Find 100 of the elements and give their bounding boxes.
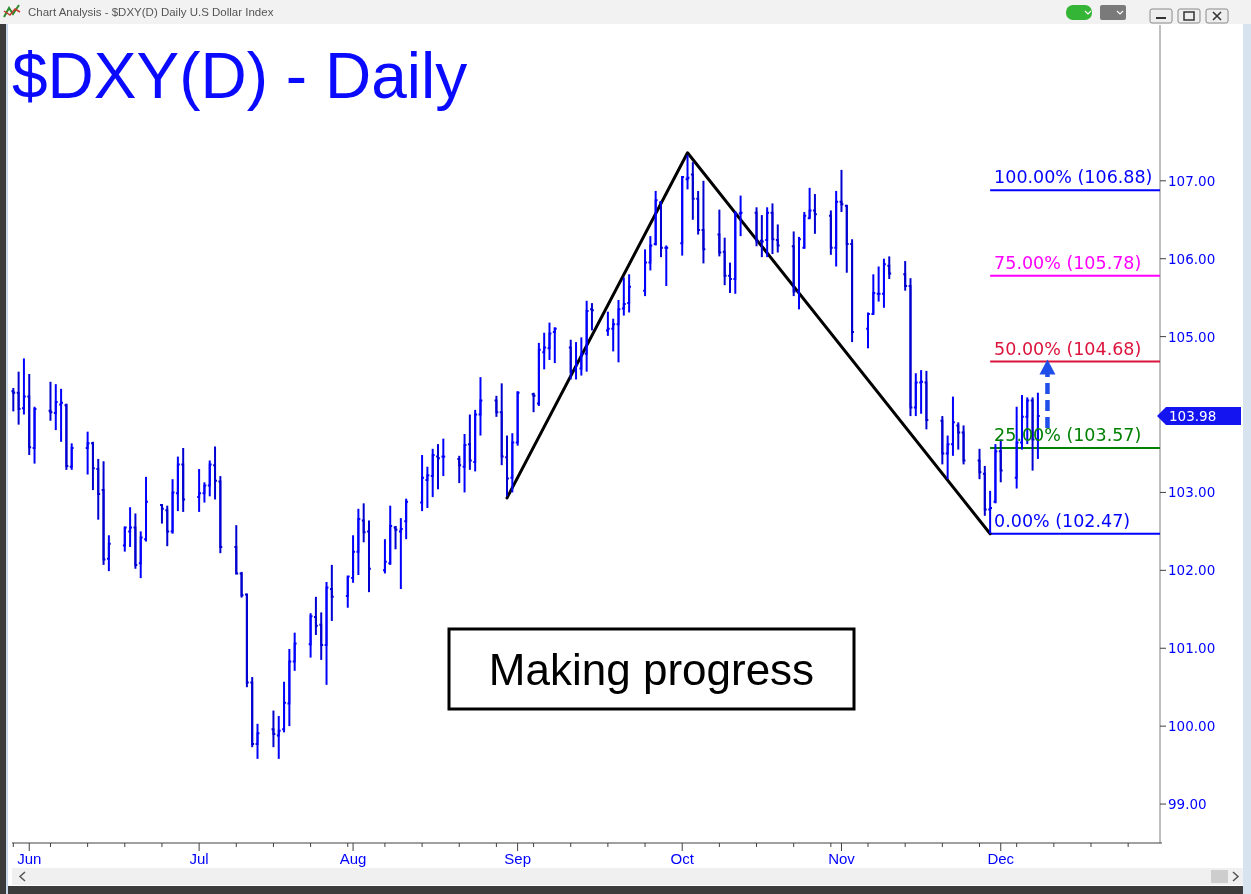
- candlestick: [700, 179, 707, 265]
- chart-title: $DXY(D) - Daily: [12, 40, 468, 112]
- candlestick: [774, 223, 781, 254]
- candlestick: [355, 507, 362, 577]
- candlestick: [912, 372, 919, 418]
- candlestick: [541, 331, 548, 371]
- candlestick: [233, 524, 240, 576]
- candlestick: [551, 326, 558, 365]
- y-tick-label: 100.00: [1168, 718, 1216, 735]
- y-tick-label: 103.00: [1168, 484, 1216, 501]
- candlestick: [716, 208, 723, 258]
- candlestick: [918, 369, 925, 415]
- candlestick: [976, 447, 983, 481]
- candlestick: [105, 534, 112, 573]
- candlestick: [397, 517, 404, 591]
- candlestick: [201, 481, 208, 504]
- candlestick: [291, 631, 298, 672]
- candlestick: [419, 454, 425, 513]
- candlestick: [801, 210, 808, 250]
- candlestick: [270, 709, 277, 749]
- chart-subtitle: Chart Analysis - $DXY(D) Daily U.S Dollar Index: [28, 6, 274, 18]
- candlestick: [981, 464, 988, 517]
- candlestick: [132, 512, 139, 570]
- y-tick-label: 99.00: [1168, 796, 1207, 813]
- candlestick: [604, 310, 611, 337]
- candlestick: [403, 497, 410, 541]
- candlestick: [68, 442, 75, 471]
- x-tick-label: Sep: [504, 850, 531, 867]
- candlestick: [164, 504, 171, 548]
- candlestick: [923, 369, 930, 431]
- candlestick: [169, 478, 176, 535]
- candlestick: [535, 341, 542, 407]
- ref-line-label: 100.00% (106.88): [994, 167, 1153, 188]
- candlestick: [955, 421, 962, 451]
- ref-line-label: 75.00% (105.78): [994, 252, 1142, 273]
- x-tick-label: Nov: [828, 850, 856, 867]
- candlestick: [477, 376, 484, 437]
- candlestick: [679, 175, 686, 257]
- candlestick: [573, 341, 579, 381]
- candlestick: [546, 321, 553, 361]
- candlestick: [732, 210, 739, 295]
- candlestick: [238, 570, 245, 599]
- candlestick: [812, 193, 818, 235]
- candlestick: [583, 299, 590, 373]
- candlestick: [429, 447, 436, 499]
- candlestick: [939, 415, 946, 466]
- candlestick: [52, 383, 59, 432]
- candlestick: [196, 468, 203, 513]
- candlestick: [642, 248, 648, 298]
- candlestick: [58, 387, 64, 443]
- x-tick-label: Oct: [670, 850, 695, 867]
- candlestick: [764, 206, 771, 259]
- candlestick: [466, 413, 473, 471]
- candlestick: [307, 612, 314, 659]
- candlestick: [950, 395, 956, 457]
- candlestick: [440, 437, 447, 478]
- candlestick: [286, 648, 293, 728]
- annotation: Making progress: [488, 644, 815, 694]
- candlestick: [493, 394, 500, 418]
- x-tick-label: Dec: [987, 850, 1015, 867]
- candlestick: [530, 391, 537, 414]
- candlestick: [509, 432, 516, 494]
- candlestick: [886, 255, 893, 280]
- candlestick: [461, 433, 468, 494]
- candlestick: [615, 299, 622, 364]
- x-tick-label: Aug: [339, 850, 367, 867]
- candlestick: [254, 722, 261, 760]
- candlestick: [328, 563, 335, 622]
- candlestick: [323, 581, 330, 686]
- candlestick: [206, 459, 213, 498]
- candlestick: [658, 200, 664, 259]
- candlestick: [626, 273, 633, 314]
- candlestick: [318, 611, 325, 661]
- candlestick: [875, 265, 882, 303]
- y-tick-label: 106.00: [1168, 250, 1216, 267]
- x-tick-label: Jun: [17, 850, 42, 867]
- candlestick: [26, 373, 33, 457]
- candlestick: [84, 430, 91, 476]
- candlestick: [100, 460, 107, 566]
- candlestick: [737, 194, 744, 238]
- candlestick: [663, 244, 670, 287]
- candlestick: [907, 277, 914, 418]
- y-tick-label: 102.00: [1168, 562, 1216, 579]
- candlestick: [90, 440, 96, 492]
- candlestick: [366, 519, 372, 594]
- candlestick: [275, 715, 282, 760]
- ref-line-label: 50.00% (104.68): [994, 338, 1142, 359]
- candlestick: [127, 506, 133, 548]
- candlestick: [174, 455, 181, 513]
- candlestick: [992, 443, 999, 505]
- candlestick: [456, 454, 463, 485]
- candlestick: [652, 189, 659, 247]
- candlestick: [472, 408, 479, 473]
- text: 103.98: [1169, 408, 1217, 425]
- candlestick: [769, 202, 776, 256]
- candlestick: [180, 447, 187, 513]
- candlestick: [790, 230, 797, 298]
- candlestick: [610, 317, 617, 353]
- candlestick: [827, 209, 834, 256]
- candlestick: [514, 390, 521, 447]
